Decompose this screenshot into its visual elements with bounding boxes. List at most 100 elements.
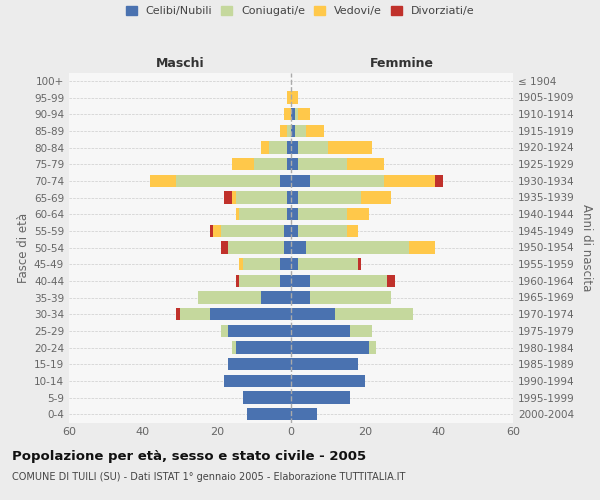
Bar: [221, 324, 228, 337]
Bar: [298, 158, 347, 170]
Bar: [280, 274, 291, 287]
Bar: [287, 141, 291, 154]
Bar: [295, 124, 306, 137]
Bar: [350, 324, 373, 337]
Bar: [361, 191, 391, 204]
Bar: [199, 291, 262, 304]
Bar: [284, 224, 291, 237]
Bar: [291, 341, 368, 354]
Bar: [287, 91, 291, 104]
Bar: [232, 341, 235, 354]
Bar: [176, 308, 180, 320]
Bar: [232, 158, 254, 170]
Bar: [347, 158, 383, 170]
Bar: [291, 124, 295, 137]
Bar: [287, 158, 291, 170]
Bar: [291, 91, 298, 104]
Bar: [280, 124, 287, 137]
Bar: [335, 308, 413, 320]
Bar: [291, 291, 310, 304]
Bar: [291, 224, 298, 237]
Bar: [228, 242, 284, 254]
Bar: [383, 174, 436, 187]
Bar: [214, 224, 221, 237]
Bar: [239, 274, 280, 287]
Bar: [291, 308, 335, 320]
Bar: [295, 108, 298, 120]
Bar: [235, 208, 239, 220]
Bar: [284, 108, 291, 120]
Bar: [310, 291, 391, 304]
Bar: [287, 191, 291, 204]
Bar: [280, 174, 291, 187]
Bar: [180, 308, 209, 320]
Bar: [287, 124, 291, 137]
Y-axis label: Fasce di età: Fasce di età: [17, 212, 30, 282]
Bar: [228, 358, 291, 370]
Bar: [235, 341, 291, 354]
Bar: [291, 158, 298, 170]
Bar: [298, 191, 361, 204]
Bar: [235, 274, 239, 287]
Y-axis label: Anni di nascita: Anni di nascita: [580, 204, 593, 291]
Bar: [254, 158, 287, 170]
Bar: [239, 208, 287, 220]
Bar: [291, 358, 358, 370]
Bar: [262, 291, 291, 304]
Bar: [409, 242, 435, 254]
Bar: [224, 191, 232, 204]
Bar: [291, 208, 298, 220]
Bar: [287, 208, 291, 220]
Bar: [291, 391, 350, 404]
Bar: [291, 258, 298, 270]
Bar: [247, 408, 291, 420]
Bar: [228, 324, 291, 337]
Bar: [262, 141, 269, 154]
Bar: [347, 224, 358, 237]
Bar: [243, 391, 291, 404]
Bar: [224, 374, 291, 387]
Legend: Celibi/Nubili, Coniugati/e, Vedovi/e, Divorziati/e: Celibi/Nubili, Coniugati/e, Vedovi/e, Di…: [125, 6, 475, 16]
Bar: [209, 308, 291, 320]
Bar: [387, 274, 395, 287]
Bar: [306, 242, 409, 254]
Bar: [176, 174, 280, 187]
Bar: [291, 374, 365, 387]
Bar: [358, 258, 361, 270]
Bar: [284, 242, 291, 254]
Bar: [328, 141, 373, 154]
Bar: [298, 141, 328, 154]
Text: COMUNE DI TUILI (SU) - Dati ISTAT 1° gennaio 2005 - Elaborazione TUTTITALIA.IT: COMUNE DI TUILI (SU) - Dati ISTAT 1° gen…: [12, 472, 406, 482]
Bar: [291, 108, 295, 120]
Bar: [291, 191, 298, 204]
Bar: [298, 224, 347, 237]
Bar: [298, 258, 358, 270]
Bar: [347, 208, 368, 220]
Text: Maschi: Maschi: [155, 57, 205, 70]
Bar: [269, 141, 287, 154]
Bar: [291, 174, 310, 187]
Bar: [232, 191, 235, 204]
Bar: [209, 224, 214, 237]
Bar: [291, 324, 350, 337]
Text: Popolazione per età, sesso e stato civile - 2005: Popolazione per età, sesso e stato civil…: [12, 450, 366, 463]
Bar: [306, 124, 325, 137]
Text: Femmine: Femmine: [370, 57, 434, 70]
Bar: [291, 141, 298, 154]
Bar: [291, 408, 317, 420]
Bar: [298, 108, 310, 120]
Bar: [221, 224, 284, 237]
Bar: [298, 208, 347, 220]
Bar: [368, 341, 376, 354]
Bar: [280, 258, 291, 270]
Bar: [310, 174, 383, 187]
Bar: [221, 242, 228, 254]
Bar: [151, 174, 176, 187]
Bar: [310, 274, 387, 287]
Bar: [243, 258, 280, 270]
Bar: [291, 242, 306, 254]
Bar: [435, 174, 443, 187]
Bar: [235, 191, 287, 204]
Bar: [291, 274, 310, 287]
Bar: [239, 258, 243, 270]
